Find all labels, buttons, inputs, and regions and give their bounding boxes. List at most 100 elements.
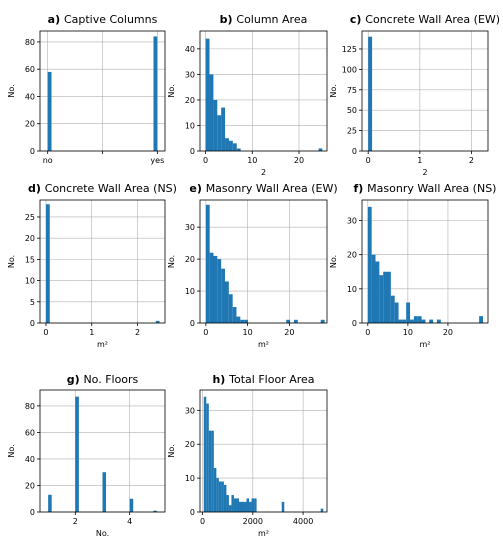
histogram-bar xyxy=(228,505,232,512)
histogram-bar xyxy=(228,294,233,323)
panel-title-text: Masonry Wall Area (NS) xyxy=(367,182,496,195)
histogram-bar xyxy=(221,481,224,512)
x-tick-label: 1 xyxy=(89,328,94,337)
x-tick-label: 2 xyxy=(73,517,78,526)
panel-letter: e) xyxy=(189,182,205,195)
y-tick-label: 10 xyxy=(185,474,195,483)
panel-f: 0 10 20 0 10 20 30 No. m² f) Masonry Wall Area (N… xyxy=(329,182,496,349)
histogram-bar xyxy=(281,501,285,512)
panel-title-text: Total Floor Area xyxy=(228,373,314,386)
y-tick-label: 0 xyxy=(352,319,357,328)
panel-letter: a) xyxy=(48,13,64,26)
histogram-bar xyxy=(367,206,372,323)
x-tick-label: no xyxy=(43,156,53,165)
y-tick-label: 15 xyxy=(25,255,35,264)
histogram-bar xyxy=(413,316,418,323)
panel-letter: b) xyxy=(220,13,237,26)
x-tick-label: 4000 xyxy=(293,517,313,526)
x-tick-label: 2 xyxy=(469,156,474,165)
y-axis-label: No. xyxy=(167,255,176,268)
x-tick-label: 10 xyxy=(247,156,257,165)
histogram-bar xyxy=(246,498,250,512)
histogram-bar xyxy=(213,99,218,151)
x-axis-label: m² xyxy=(97,340,108,349)
histogram-bar xyxy=(209,252,214,323)
panel-letter: c) xyxy=(350,13,365,26)
x-tick-label: 20 xyxy=(443,328,453,337)
panel-a: no yes 0 20 40 60 80 No. a) Captive Columns xyxy=(7,13,166,165)
y-axis-label: No. xyxy=(167,444,176,457)
panel-e: 0 10 20 0 10 20 30 No. m² e) Masonry Wall Area (E… xyxy=(167,182,338,349)
histogram-bar xyxy=(231,495,234,512)
histogram-bar xyxy=(221,107,226,151)
histogram-bar xyxy=(226,495,229,512)
histogram-bar xyxy=(228,140,233,151)
y-tick-label: 0 xyxy=(30,147,35,156)
y-tick-label: 0 xyxy=(190,319,195,328)
axes-frame xyxy=(39,199,166,324)
y-tick-label: 30 xyxy=(185,70,195,79)
histogram-bar xyxy=(241,501,245,512)
histogram-bar xyxy=(205,38,210,151)
x-tick-label: 0 xyxy=(366,156,371,165)
x-tick-label: 10 xyxy=(243,328,253,337)
x-tick-label: 0 xyxy=(200,517,205,526)
histogram-bar xyxy=(206,403,209,512)
panel-h: 0 2000 4000 0 10 20 30 No. m² h) Total Floor Area xyxy=(167,373,328,538)
panel-title: g) No. Floors xyxy=(67,373,139,386)
histogram-bar xyxy=(223,484,227,512)
histogram-bar xyxy=(203,396,207,512)
y-tick-label: 0 xyxy=(190,508,195,517)
histogram-bar xyxy=(379,275,384,323)
histogram-bar xyxy=(225,138,229,151)
y-axis-label: No. xyxy=(7,444,16,457)
histogram-bar xyxy=(402,319,407,323)
histogram-bar xyxy=(320,319,325,323)
y-tick-label: 25 xyxy=(25,213,35,222)
histogram-bar xyxy=(75,396,79,512)
histogram-bar xyxy=(155,320,160,323)
panel-letter: f) xyxy=(354,182,368,195)
histogram-bar xyxy=(216,478,219,512)
histogram-bar xyxy=(429,319,434,323)
y-tick-label: 80 xyxy=(25,402,35,411)
axes-frame xyxy=(199,389,328,513)
y-tick-label: 10 xyxy=(25,277,35,286)
x-axis-label: m² xyxy=(258,529,269,538)
x-tick-label: 2 xyxy=(135,328,140,337)
histogram-bar xyxy=(394,302,399,323)
histogram-bar xyxy=(47,71,52,151)
y-tick-label: 60 xyxy=(25,65,35,74)
panel-title: a) Captive Columns xyxy=(48,13,158,26)
histogram-bar xyxy=(224,281,229,323)
histogram-bar xyxy=(238,501,242,512)
histogram-bar xyxy=(479,316,483,323)
histogram-bar xyxy=(233,498,237,512)
histogram-bar xyxy=(213,467,217,512)
x-tick-label: 0 xyxy=(203,156,208,165)
panel-title: h) Total Floor Area xyxy=(212,373,314,386)
panel-title: d) Concrete Wall Area (NS) xyxy=(28,182,177,195)
panel-letter: d) xyxy=(28,182,45,195)
y-axis-label: No. xyxy=(167,84,176,97)
x-tick-label: 0 xyxy=(43,328,48,337)
y-tick-label: 20 xyxy=(185,96,195,105)
panel-title-text: Captive Columns xyxy=(64,13,158,26)
panel-letter: h) xyxy=(212,373,229,386)
x-axis-label: 2 xyxy=(422,168,427,177)
y-tick-label: 0 xyxy=(30,508,35,517)
histogram-bar xyxy=(244,319,248,323)
histogram-bar xyxy=(375,261,380,323)
panel-title: b) Column Area xyxy=(220,13,308,26)
y-tick-label: 20 xyxy=(25,234,35,243)
histogram-bar xyxy=(208,430,212,512)
histogram-bar xyxy=(153,36,158,151)
y-tick-label: 20 xyxy=(25,481,35,490)
x-tick-label: yes xyxy=(150,156,164,165)
y-tick-label: 100 xyxy=(342,65,357,74)
y-tick-label: 40 xyxy=(185,45,195,54)
axes-frame xyxy=(199,199,328,324)
panel-title: c) Concrete Wall Area (EW) xyxy=(350,13,500,26)
y-tick-label: 75 xyxy=(347,86,357,95)
